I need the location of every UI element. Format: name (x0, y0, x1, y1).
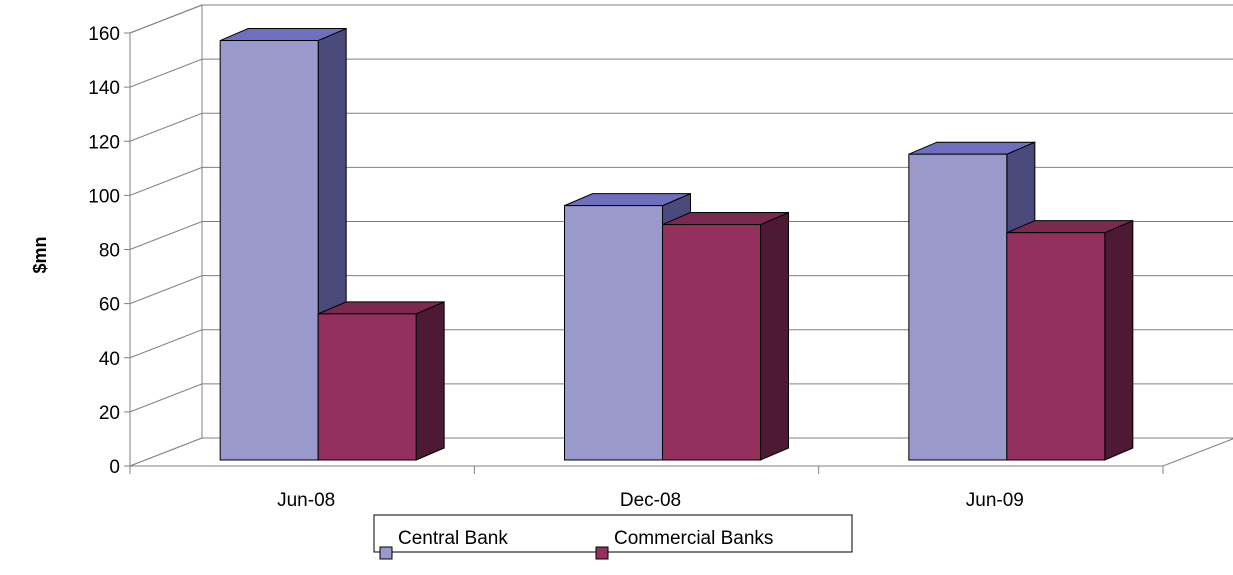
gridline (129, 4, 1233, 34)
y-tick-label: 160 (88, 24, 120, 45)
y-axis: 0 20 40 60 80 100 120 140 160 (88, 24, 131, 478)
legend-label-commercial-banks: Commercial Banks (614, 528, 773, 549)
legend-label-central-bank: Central Bank (398, 528, 508, 549)
gridline (129, 58, 1233, 88)
legend: Central Bank Commercial Banks (373, 514, 853, 560)
legend-swatch-commercial-banks (595, 546, 609, 560)
bar-commercial-banks-jun-09 (1006, 219, 1134, 461)
x-axis: Jun-08 Dec-08 Jun-09 (129, 465, 1164, 511)
gridlines (129, 4, 1233, 413)
x-tick-label: Jun-08 (277, 490, 335, 511)
bar-side (415, 301, 445, 461)
y-tick-label: 80 (99, 241, 120, 262)
y-axis-label: $mn (30, 236, 50, 273)
x-tick-label: Dec-08 (620, 490, 681, 511)
bar-front (564, 205, 663, 461)
y-tick-label: 40 (99, 349, 120, 370)
bars (219, 27, 1134, 461)
gridline (129, 275, 1233, 305)
bar-commercial-banks-jun-08 (317, 301, 445, 461)
bar-front (317, 313, 417, 461)
x-tick-label: Jun-09 (966, 490, 1024, 511)
bar-commercial-banks-dec-08 (662, 211, 789, 461)
y-axis-label-group: $mn (30, 236, 50, 273)
y-tick-label: 100 (88, 186, 120, 207)
y-tick-label: 20 (99, 403, 120, 424)
y-tick-label: 60 (99, 295, 120, 316)
gridline (129, 166, 1233, 196)
bar-side (1104, 219, 1134, 461)
gridline (129, 221, 1233, 250)
bar-front (662, 224, 761, 461)
gridline (129, 112, 1233, 142)
gridline (129, 329, 1233, 359)
y-tick-label: 120 (88, 132, 120, 153)
legend-box (373, 514, 853, 553)
bar-front (908, 153, 1008, 461)
bar-front (219, 40, 319, 461)
bar-central-bank-jun-08 (219, 27, 347, 461)
bar-side (760, 211, 789, 461)
y-tick-label: 0 (109, 457, 120, 478)
bar-front (1006, 232, 1106, 461)
y-tick-label: 140 (88, 78, 120, 99)
gridline (129, 383, 1233, 413)
legend-swatch-central-bank (379, 546, 393, 560)
